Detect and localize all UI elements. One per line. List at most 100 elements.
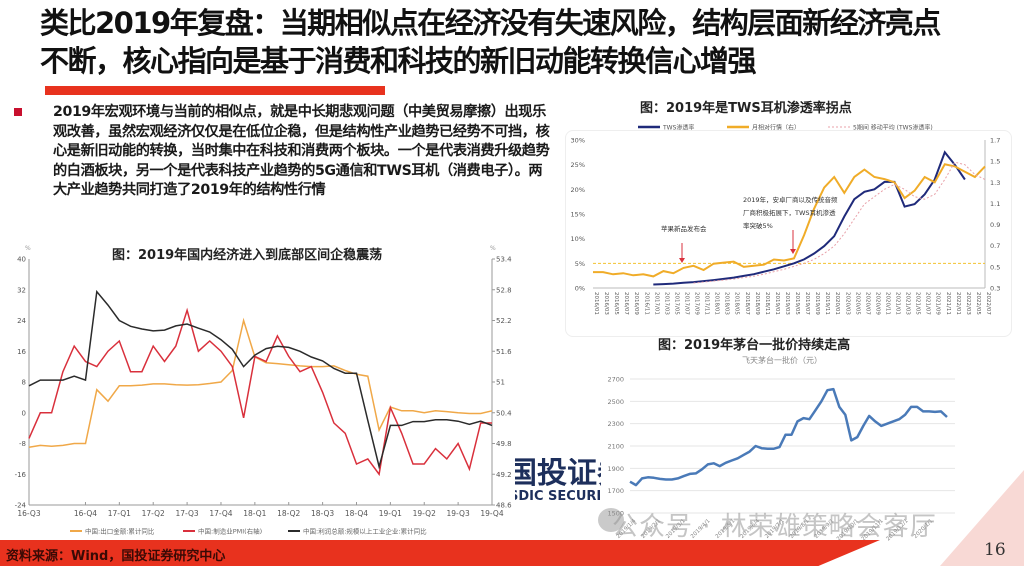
logo-cn: 国投证券 [515,458,601,491]
chart2-x-tick-label: 2019/11 [824,292,830,315]
chart1-x-tick-label: 18-Q2 [277,509,300,518]
chart2-x-tick-label: 2021/09 [935,292,941,315]
chart1-title: 图：2019年国内经济进入到底部区间企稳震荡 [112,248,383,263]
chart3-y-tick-label: 1700 [607,487,624,495]
chart2-annotation-line: 率突破5% [743,221,773,230]
chart1-left-tick-label: 24 [17,317,26,325]
chart1-right-tick-label: 51 [496,379,505,387]
chart2-title: 图：2019年是TWS耳机渗透率拐点 [640,101,852,116]
slide-title-line1: 类比2019年复盘：当期相似点在经济没有失速风险，结构层面新经济亮点 [40,6,941,40]
chart1-left-tick-label: -16 [15,471,27,479]
chart2-x-tick-label: 2020/11 [884,292,890,315]
chart1-right-tick-label: 48.6 [496,502,512,510]
chart2-right-tick-label: 1.1 [990,200,1000,208]
chart3-y-tick-label: 2700 [607,376,624,384]
chart1-x-tick-label: 18-Q1 [243,509,266,518]
chart1-x-tick-label: 19-Q1 [379,509,402,518]
logo-en: SDIC SECURITIES [515,489,601,504]
chart2-x-tick-label: 2018/01 [714,292,720,315]
chart1-right-tick-label: 52.8 [496,286,512,294]
chart2-x-tick-label: 2022/05 [975,292,981,315]
chart2-x-tick-label: 2021/11 [945,292,951,315]
chart2-x-tick-label: 2018/03 [724,292,730,315]
arrow-down-icon [679,258,685,263]
chart2-x-tick-label: 2016/09 [633,292,639,315]
chart2-x-tick-label: 2018/09 [754,292,760,315]
chart2-left-tick-label: 30% [571,137,585,145]
chart2-right-tick-label: 1.7 [990,137,1000,145]
chart2-x-tick-label: 2020/09 [874,292,880,315]
chart2-x-tick-label: 2019/01 [774,292,780,315]
wechat-icon [598,508,624,532]
chart1-legend-label: 中国:出口金额:累计同比 [85,527,155,536]
chart2-x-tick-label: 2019/09 [814,292,820,315]
chart2-legend-label: 5期间 移动平均 (TWS渗透率) [853,124,933,132]
chart1-left-tick-label: -8 [19,440,26,448]
slide-title-line2: 不断，核心指向是基于消费和科技的新旧动能转换信心增强 [40,44,757,78]
chart1-left-tick-label: 0 [22,409,26,417]
chart1-right-tick-label: 53.4 [496,256,512,264]
watermark: 公众号 · 林荣雄策略会客厅 [612,512,937,542]
chart1-right-tick-label: 49.2 [496,471,512,479]
chart2-left-tick-label: 15% [571,211,585,219]
chart1-right-tick-label: 49.8 [496,440,512,448]
chart1-series-line [28,317,493,449]
chart3-y-tick-label: 2300 [607,420,624,428]
chart1-right-unit: % [490,245,496,252]
chart2-series-line [693,161,986,284]
chart2-right-tick-label: 0.7 [990,242,1000,250]
chart2-x-tick-label: 2016/11 [643,292,649,315]
chart2-x-tick-label: 2017/07 [683,292,689,315]
bullet-icon [14,108,22,116]
body-paragraph: 2019年宏观环境与当前的相似点，就是中长期悲观问题（中美贸易摩擦）出现乐观改善… [53,104,550,199]
chart2-x-tick-label: 2017/09 [694,292,700,315]
page-number: 16 [984,540,1006,560]
chart1-right-tick-label: 50.4 [496,409,512,417]
footer-band [0,540,880,566]
chart2-x-tick-label: 2017/05 [673,292,679,315]
chart2-x-tick-label: 2017/01 [653,292,659,315]
chart2-left-tick-label: 20% [571,186,585,194]
chart3-series-line [629,387,948,487]
chart3-y-tick-label: 2100 [607,443,624,451]
source-note: 资料来源：Wind，国投证券研究中心 [6,549,226,564]
chart2-x-tick-label: 2021/01 [895,292,901,315]
chart1-left-tick-label: -24 [15,502,27,510]
chart2-annotation-line: 2019年，安卓厂商以及传统音频 [743,195,838,204]
chart2-legend-label: 月相对行情（右） [752,124,800,132]
chart2-series-line [593,163,986,278]
chart3-title: 图：2019年茅台一批价持续走高 [658,338,851,353]
chart1-x-tick-label: 19-Q4 [480,509,503,518]
chart3-y-tick-label: 2500 [607,398,624,406]
title-underline-bar [45,86,385,95]
chart2-x-tick-label: 2017/03 [663,292,669,315]
chart2-x-tick-label: 2019/05 [794,292,800,315]
chart2-legend-label: TWS渗透率 [662,124,694,132]
chart1-x-tick-label: 16-Q3 [17,509,40,518]
chart2-x-tick-label: 2016/07 [623,292,629,315]
chart1-x-tick-label: 19-Q3 [447,509,470,518]
chart1-x-tick-label: 17-Q4 [209,509,232,518]
chart2-annotation-line: 厂商积极拓展下，TWS耳机渗透 [743,208,836,217]
chart1-x-tick-label: 17-Q3 [175,509,198,518]
chart2-right-tick-label: 1.3 [990,179,1000,187]
chart2-right-tick-label: 1.5 [990,158,1000,166]
chart3-subtitle: 飞天茅台一批价（元） [742,356,822,365]
chart1-left-tick-label: 32 [17,286,26,294]
chart2-x-tick-label: 2018/07 [744,292,750,315]
chart2-x-tick-label: 2021/07 [925,292,931,315]
chart1-x-tick-label: 17-Q2 [142,509,165,518]
chart2-x-tick-label: 2020/01 [834,292,840,315]
chart2-x-tick-label: 2022/03 [965,292,971,315]
chart1-series-line [28,307,492,477]
chart1-x-tick-label: 17-Q1 [108,509,131,518]
chart2-x-tick-label: 2020/05 [854,292,860,315]
chart2-right-tick-label: 0.3 [990,285,1000,293]
chart1-left-unit: % [25,245,31,252]
chart2-x-tick-label: 2016/03 [603,292,609,315]
chart1-legend-label: 中国:制造业PMI(右轴) [198,527,262,536]
chart1-x-tick-label: 18-Q4 [345,509,368,518]
chart1-right-tick-label: 52.2 [496,317,512,325]
chart2-left-tick-label: 10% [571,235,585,243]
chart2-x-tick-label: 2018/11 [764,292,770,315]
